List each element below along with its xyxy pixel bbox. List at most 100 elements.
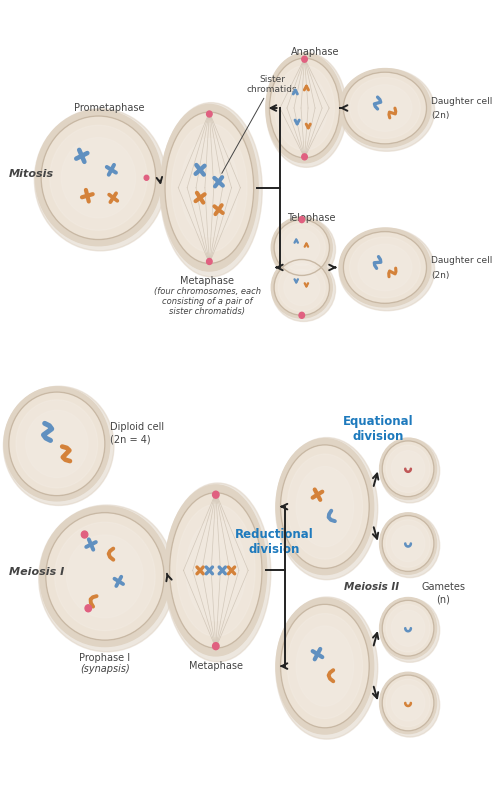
Text: Prophase I: Prophase I <box>79 652 130 662</box>
Text: Meiosis II: Meiosis II <box>343 581 399 592</box>
Ellipse shape <box>280 605 369 728</box>
Ellipse shape <box>380 514 440 578</box>
Ellipse shape <box>282 76 327 141</box>
Ellipse shape <box>186 520 246 622</box>
Ellipse shape <box>207 259 212 265</box>
Ellipse shape <box>350 238 420 299</box>
Text: (2n): (2n) <box>431 271 450 279</box>
Ellipse shape <box>181 140 238 238</box>
Ellipse shape <box>350 79 420 140</box>
Ellipse shape <box>380 672 437 734</box>
Ellipse shape <box>391 526 425 562</box>
Ellipse shape <box>9 393 105 496</box>
Text: Anaphase: Anaphase <box>291 47 340 57</box>
Text: Prometaphase: Prometaphase <box>74 103 145 113</box>
Ellipse shape <box>296 467 354 547</box>
Ellipse shape <box>81 532 88 538</box>
Ellipse shape <box>380 513 437 574</box>
Ellipse shape <box>299 313 304 319</box>
Text: Gametes: Gametes <box>421 581 465 592</box>
Ellipse shape <box>302 57 307 63</box>
Ellipse shape <box>269 59 340 159</box>
Ellipse shape <box>380 673 440 737</box>
Ellipse shape <box>271 258 332 319</box>
Ellipse shape <box>66 536 143 618</box>
Ellipse shape <box>386 446 430 493</box>
Text: Diploid cell: Diploid cell <box>110 422 165 431</box>
Ellipse shape <box>276 598 374 734</box>
Ellipse shape <box>271 218 332 279</box>
Ellipse shape <box>276 597 378 740</box>
Ellipse shape <box>16 401 98 488</box>
Ellipse shape <box>213 491 219 499</box>
Ellipse shape <box>380 438 437 499</box>
Ellipse shape <box>391 451 425 487</box>
Ellipse shape <box>278 225 325 272</box>
Ellipse shape <box>40 507 170 646</box>
Ellipse shape <box>160 104 262 278</box>
Text: Sister
chromatids: Sister chromatids <box>222 75 297 174</box>
Ellipse shape <box>274 67 334 151</box>
Ellipse shape <box>34 109 166 251</box>
Ellipse shape <box>299 218 304 223</box>
Ellipse shape <box>280 446 369 569</box>
Ellipse shape <box>339 229 431 308</box>
Ellipse shape <box>274 260 329 316</box>
Ellipse shape <box>284 230 320 267</box>
Text: consisting of a pair of: consisting of a pair of <box>162 297 253 306</box>
Ellipse shape <box>391 610 425 646</box>
Ellipse shape <box>278 264 325 312</box>
Ellipse shape <box>61 138 136 218</box>
Ellipse shape <box>382 516 434 572</box>
Text: Telophase: Telophase <box>287 212 335 222</box>
Ellipse shape <box>287 454 363 560</box>
Ellipse shape <box>144 176 149 181</box>
Ellipse shape <box>39 505 175 652</box>
Text: Reductional: Reductional <box>235 528 313 540</box>
Ellipse shape <box>284 270 320 306</box>
Ellipse shape <box>46 513 164 640</box>
Ellipse shape <box>382 675 434 731</box>
Text: Metaphase: Metaphase <box>181 276 235 286</box>
Ellipse shape <box>276 438 378 580</box>
Ellipse shape <box>213 643 219 650</box>
Ellipse shape <box>172 124 247 253</box>
Ellipse shape <box>272 258 335 322</box>
Ellipse shape <box>272 218 335 283</box>
Text: (2n): (2n) <box>431 112 450 120</box>
Ellipse shape <box>276 439 374 575</box>
Ellipse shape <box>266 54 347 168</box>
Ellipse shape <box>3 387 114 506</box>
Ellipse shape <box>380 597 437 659</box>
Text: division: division <box>249 542 300 556</box>
Ellipse shape <box>165 113 253 264</box>
Ellipse shape <box>177 505 255 637</box>
Text: (four chromosomes, each: (four chromosomes, each <box>154 287 261 296</box>
Ellipse shape <box>4 387 110 501</box>
Text: (n): (n) <box>436 593 450 604</box>
Text: Metaphase: Metaphase <box>189 660 243 671</box>
Ellipse shape <box>386 605 430 652</box>
Text: Equational: Equational <box>343 415 414 428</box>
Ellipse shape <box>85 605 91 612</box>
Ellipse shape <box>386 679 430 727</box>
Ellipse shape <box>35 111 162 247</box>
Ellipse shape <box>170 493 262 648</box>
Ellipse shape <box>358 245 412 291</box>
Text: sister chromatids): sister chromatids) <box>170 307 246 316</box>
Ellipse shape <box>161 105 258 271</box>
Ellipse shape <box>274 220 329 276</box>
Ellipse shape <box>339 70 431 149</box>
Ellipse shape <box>54 523 155 631</box>
Text: Daughter cell: Daughter cell <box>431 96 493 105</box>
Ellipse shape <box>339 70 435 152</box>
Ellipse shape <box>296 626 354 707</box>
Text: (synapsis): (synapsis) <box>80 663 130 673</box>
Ellipse shape <box>165 483 271 662</box>
Ellipse shape <box>380 598 440 662</box>
Text: division: division <box>353 430 404 442</box>
Ellipse shape <box>266 54 343 164</box>
Ellipse shape <box>25 410 88 478</box>
Text: Mitosis: Mitosis <box>9 169 54 178</box>
Text: (2n = 4): (2n = 4) <box>110 434 151 444</box>
